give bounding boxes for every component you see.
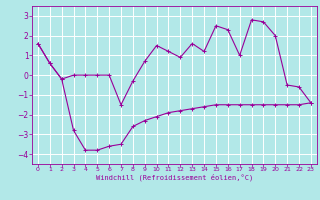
X-axis label: Windchill (Refroidissement éolien,°C): Windchill (Refroidissement éolien,°C) xyxy=(96,174,253,181)
